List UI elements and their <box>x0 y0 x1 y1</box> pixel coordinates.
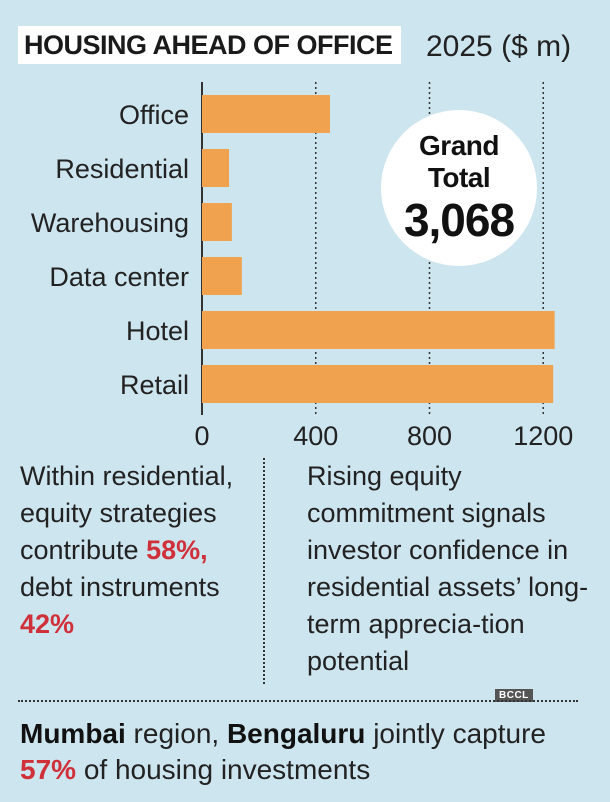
debt-percent: 42% <box>20 609 75 639</box>
grand-total-line2: Total <box>427 162 491 193</box>
credit-badge: BCCL <box>495 689 533 702</box>
vertical-divider <box>263 458 265 684</box>
grand-total-badge: Grand Total 3,068 <box>381 110 537 266</box>
horizontal-divider <box>18 700 578 702</box>
grand-total-value: 3,068 <box>403 194 515 246</box>
footer-city-2: Bengaluru <box>226 718 366 749</box>
footer-text-2: jointly capture <box>365 718 546 749</box>
footer-text-3: of housing investments <box>76 754 371 785</box>
x-tick-label: 0 <box>194 421 209 450</box>
footer-text-1: region, <box>125 718 227 749</box>
grand-total-line1: Grand <box>419 130 499 161</box>
category-label: Hotel <box>126 316 189 346</box>
category-label: Warehousing <box>31 208 189 238</box>
x-tick-label: 800 <box>407 421 452 450</box>
bar-residential <box>202 149 230 187</box>
x-tick-label: 400 <box>293 421 338 450</box>
category-label: Residential <box>55 154 189 184</box>
category-label: Office <box>119 100 189 130</box>
note-left-text-1: Within residential, equity strategies co… <box>20 461 234 565</box>
note-right: Rising equity commitment signals investo… <box>307 461 589 676</box>
footer-city-1: Mumbai <box>20 718 126 749</box>
footer-percent: 57% <box>20 754 77 785</box>
category-label: Data center <box>49 262 189 292</box>
x-tick-label: 1200 <box>513 421 573 450</box>
unit-label: 2025 ($ m) <box>426 30 572 63</box>
equity-percent: 58%, <box>146 535 208 565</box>
bar-chart: 0 400 800 1200 Office Residential Warehousing D… <box>31 82 573 450</box>
bar-office <box>202 95 330 133</box>
note-left: Within residential, equity strategies co… <box>20 458 255 643</box>
bar-hotel <box>202 311 555 349</box>
category-label: Retail <box>120 370 189 400</box>
bar-data-center <box>202 257 242 295</box>
bar-retail <box>202 365 554 403</box>
footer-note: Mumbai region, Bengaluru jointly capture… <box>20 716 600 788</box>
note-left-text-2: debt instruments <box>20 572 220 602</box>
bar-warehousing <box>202 203 232 241</box>
chart-title: HOUSING AHEAD OF OFFICE <box>18 26 401 64</box>
